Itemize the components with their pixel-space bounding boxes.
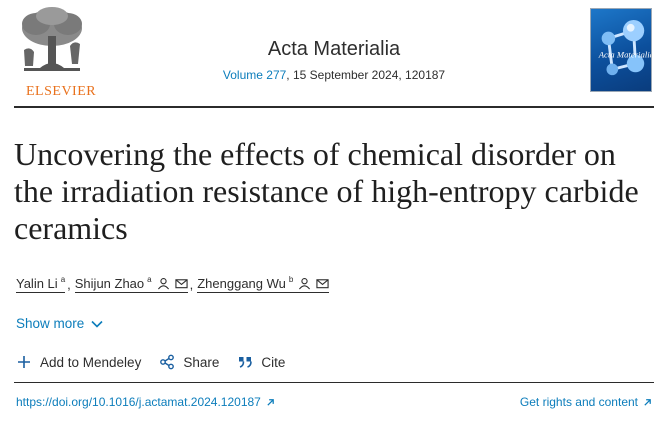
external-arrow-icon: [644, 398, 651, 406]
author-shijun-zhao[interactable]: Shijun Zhao a: [74, 275, 188, 293]
share-label: Share: [183, 354, 220, 370]
author-separator: ,: [67, 277, 71, 292]
add-to-mendeley-button[interactable]: Add to Mendeley: [16, 354, 141, 370]
cover-title: Acta Materialia: [598, 50, 651, 60]
publisher-name: ELSEVIER: [26, 84, 97, 99]
cite-button[interactable]: Cite: [237, 354, 285, 370]
envelope-icon: [174, 279, 188, 289]
author-zhenggang-wu[interactable]: Zhenggang Wu b: [197, 275, 330, 293]
share-button[interactable]: Share: [159, 354, 219, 370]
author-name: Yalin Li: [16, 276, 58, 291]
rights-text: Get rights and content: [519, 395, 638, 409]
external-arrow-icon: [267, 398, 274, 406]
author-list: Yalin Li a , Shijun Zhao a , Zhenggang Wu b: [16, 275, 330, 293]
envelope-icon: [316, 279, 329, 289]
elsevier-tree-logo: [10, 6, 94, 78]
issue-date: , 15 September 2024, 120187: [286, 68, 446, 82]
actions-divider: [14, 382, 654, 383]
publisher-logo[interactable]: ELSEVIER: [10, 6, 96, 99]
author-name: Shijun Zhao: [74, 276, 145, 291]
cite-label: Cite: [261, 354, 286, 370]
journal-header: Acta Materialia Volume 277, 15 September…: [190, 36, 478, 82]
plus-icon: [18, 356, 30, 368]
journal-cover[interactable]: Acta Materialia: [590, 8, 652, 92]
article-title: Uncovering the effects of chemical disor…: [14, 136, 639, 246]
author-affiliation: b: [288, 275, 294, 284]
chevron-down-icon: [91, 320, 103, 328]
quote-icon: [239, 357, 253, 368]
doi-text: https://doi.org/10.1016/j.actamat.2024.1…: [16, 395, 261, 409]
show-more-label: Show more: [16, 316, 85, 331]
author-name: Zhenggang Wu: [197, 276, 286, 291]
author-yalin-li[interactable]: Yalin Li a: [16, 275, 66, 293]
header-divider: [14, 106, 654, 108]
person-icon: [299, 278, 311, 290]
rights-link[interactable]: Get rights and content: [520, 395, 652, 409]
journal-meta: Volume 277, 15 September 2024, 120187: [190, 68, 478, 82]
article-actions: Add to Mendeley Share Cite: [16, 354, 303, 370]
person-icon: [157, 278, 169, 290]
author-separator: ,: [189, 277, 194, 292]
show-more-button[interactable]: Show more: [16, 316, 103, 331]
share-icon: [160, 354, 175, 370]
author-affiliation: a: [60, 275, 66, 284]
doi-link[interactable]: https://doi.org/10.1016/j.actamat.2024.1…: [16, 395, 275, 409]
author-affiliation: a: [147, 275, 152, 284]
cover-molecule-image: Acta Materialia: [598, 20, 651, 76]
journal-title[interactable]: Acta Materialia: [267, 38, 401, 60]
mendeley-label: Add to Mendeley: [40, 354, 142, 370]
volume-link[interactable]: Volume 277: [222, 68, 287, 82]
